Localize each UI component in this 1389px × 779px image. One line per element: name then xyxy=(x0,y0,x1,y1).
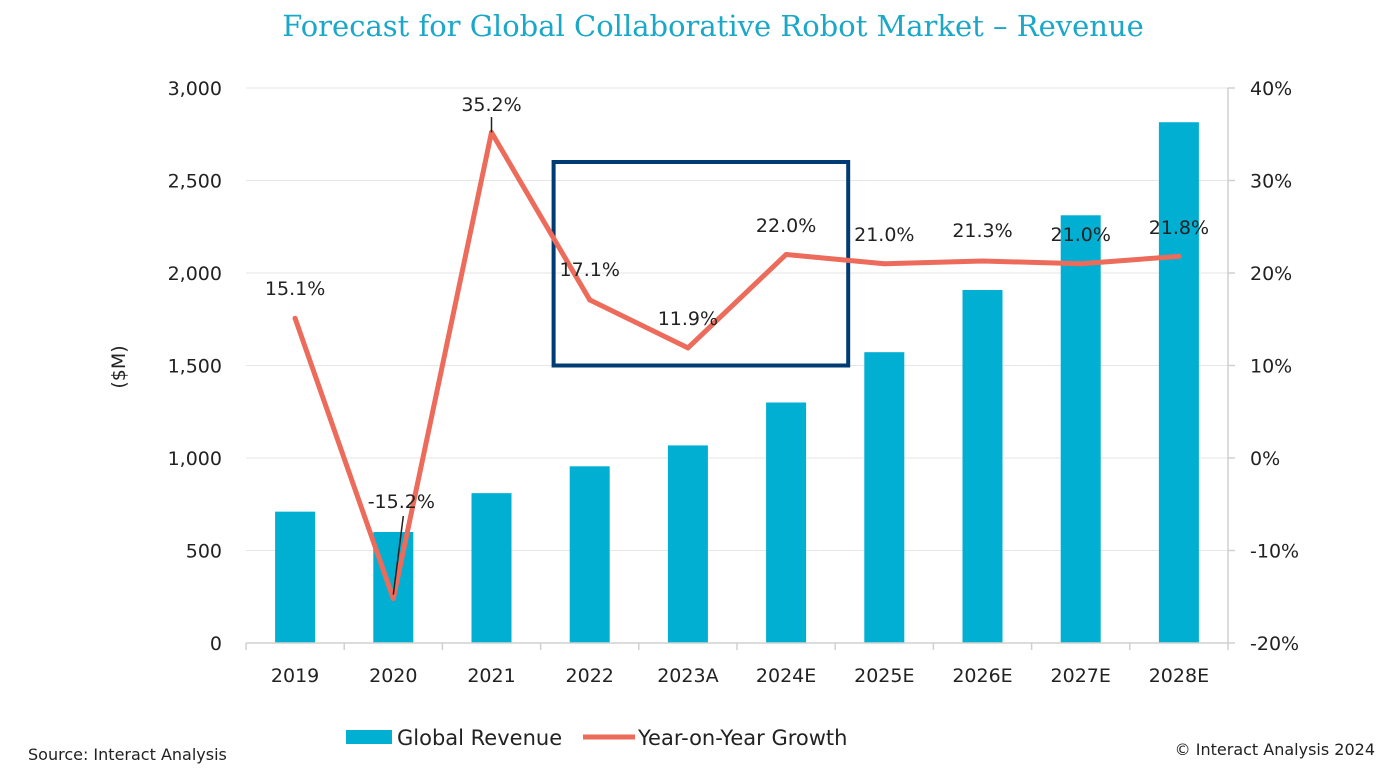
y2-tick-label: 0% xyxy=(1250,448,1280,470)
label-leader-lines xyxy=(392,117,493,595)
revenue-bar xyxy=(667,445,708,643)
growth-line-series xyxy=(292,129,1182,602)
y-axis-title: ($M) xyxy=(108,345,130,388)
growth-data-label: 11.9% xyxy=(658,308,718,330)
legend: Global Revenue Year-on-Year Growth xyxy=(346,726,847,750)
y-axis-right-ticks: -20% -10% 0% 10% 20% 30% 40% xyxy=(1228,78,1299,655)
copyright-note: © Interact Analysis 2024 xyxy=(1174,740,1375,759)
y-tick-label: 2,000 xyxy=(168,263,222,285)
x-tick-label: 2022 xyxy=(566,665,614,687)
revenue-bar xyxy=(1060,215,1101,643)
chart-title: Forecast for Global Collaborative Robot … xyxy=(282,9,1144,43)
growth-point xyxy=(1176,253,1182,259)
x-tick-label: 2023A xyxy=(657,665,718,687)
y2-tick-label: 40% xyxy=(1250,78,1292,100)
revenue-bars xyxy=(275,122,1199,644)
revenue-bar xyxy=(766,402,807,643)
revenue-bar xyxy=(275,511,316,643)
x-tick-label: 2028E xyxy=(1149,665,1209,687)
growth-point xyxy=(587,297,593,303)
x-axis-ticks: 2019 2020 2021 2022 2023A 2024E 2025E 2026E 2027… xyxy=(245,643,1229,687)
growth-data-label: 21.8% xyxy=(1149,217,1209,239)
y2-tick-label: -10% xyxy=(1250,541,1299,563)
growth-data-label: 15.1% xyxy=(265,278,325,300)
y-tick-label: 3,000 xyxy=(168,78,222,100)
y-tick-label: 1,500 xyxy=(168,356,222,378)
growth-point xyxy=(881,261,887,267)
growth-data-label: 22.0% xyxy=(756,215,816,237)
growth-point xyxy=(685,345,691,351)
highlight-box xyxy=(551,160,851,368)
highlight-layer xyxy=(551,160,851,368)
y2-tick-label: 20% xyxy=(1250,263,1292,285)
leader-line xyxy=(392,515,405,595)
growth-data-label: -15.2% xyxy=(368,491,435,513)
y2-tick-label: 10% xyxy=(1250,356,1292,378)
revenue-bar xyxy=(471,493,512,643)
growth-data-label: 35.2% xyxy=(461,94,521,116)
x-tick-label: 2020 xyxy=(369,665,417,687)
revenue-bar xyxy=(962,290,1003,643)
legend-bar-swatch xyxy=(346,730,392,744)
growth-data-label: 17.1% xyxy=(560,259,620,281)
x-tick-label: 2027E xyxy=(1051,665,1111,687)
legend-bar-label: Global Revenue xyxy=(397,726,562,750)
y-tick-label: 1,000 xyxy=(168,448,222,470)
growth-point xyxy=(292,315,298,321)
growth-point xyxy=(390,596,396,602)
x-tick-label: 2021 xyxy=(467,665,515,687)
x-tick-label: 2024E xyxy=(756,665,816,687)
growth-data-label: 21.3% xyxy=(952,220,1012,242)
growth-point xyxy=(783,252,789,257)
x-tick-label: 2025E xyxy=(854,665,914,687)
y-axis-left-ticks: 0 500 1,000 1,500 2,000 2,500 3,000 xyxy=(168,78,222,655)
revenue-bar xyxy=(864,352,905,643)
y-tick-label: 2,500 xyxy=(168,171,222,193)
revenue-bar xyxy=(569,466,610,643)
growth-data-labels: 15.1% -15.2% 35.2% 17.1% 11.9% 22.0% 21.0% 21.3… xyxy=(265,94,1209,513)
x-tick-label: 2019 xyxy=(271,665,319,687)
y2-tick-label: -20% xyxy=(1250,633,1299,655)
revenue-bar xyxy=(1158,122,1199,644)
y2-tick-label: 30% xyxy=(1250,171,1292,193)
growth-point xyxy=(1078,261,1084,267)
y-tick-label: 500 xyxy=(186,541,222,563)
growth-point xyxy=(980,258,985,264)
source-note: Source: Interact Analysis xyxy=(28,745,227,764)
growth-data-label: 21.0% xyxy=(1051,224,1111,246)
legend-line-label: Year-on-Year Growth xyxy=(637,726,847,750)
growth-line xyxy=(292,129,1182,602)
growth-data-label: 21.0% xyxy=(854,224,914,246)
x-tick-label: 2026E xyxy=(952,665,1012,687)
y-tick-label: 0 xyxy=(210,633,222,655)
